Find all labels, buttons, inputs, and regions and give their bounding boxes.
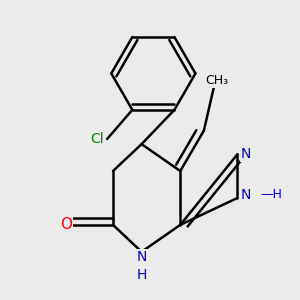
Text: H: H [136, 268, 147, 282]
Text: N: N [136, 250, 147, 264]
Text: N: N [241, 147, 251, 161]
Text: —H: —H [260, 188, 282, 201]
Text: O: O [60, 218, 72, 232]
Text: CH₃: CH₃ [206, 74, 229, 87]
Text: Cl: Cl [90, 132, 104, 146]
Text: N: N [241, 188, 251, 202]
